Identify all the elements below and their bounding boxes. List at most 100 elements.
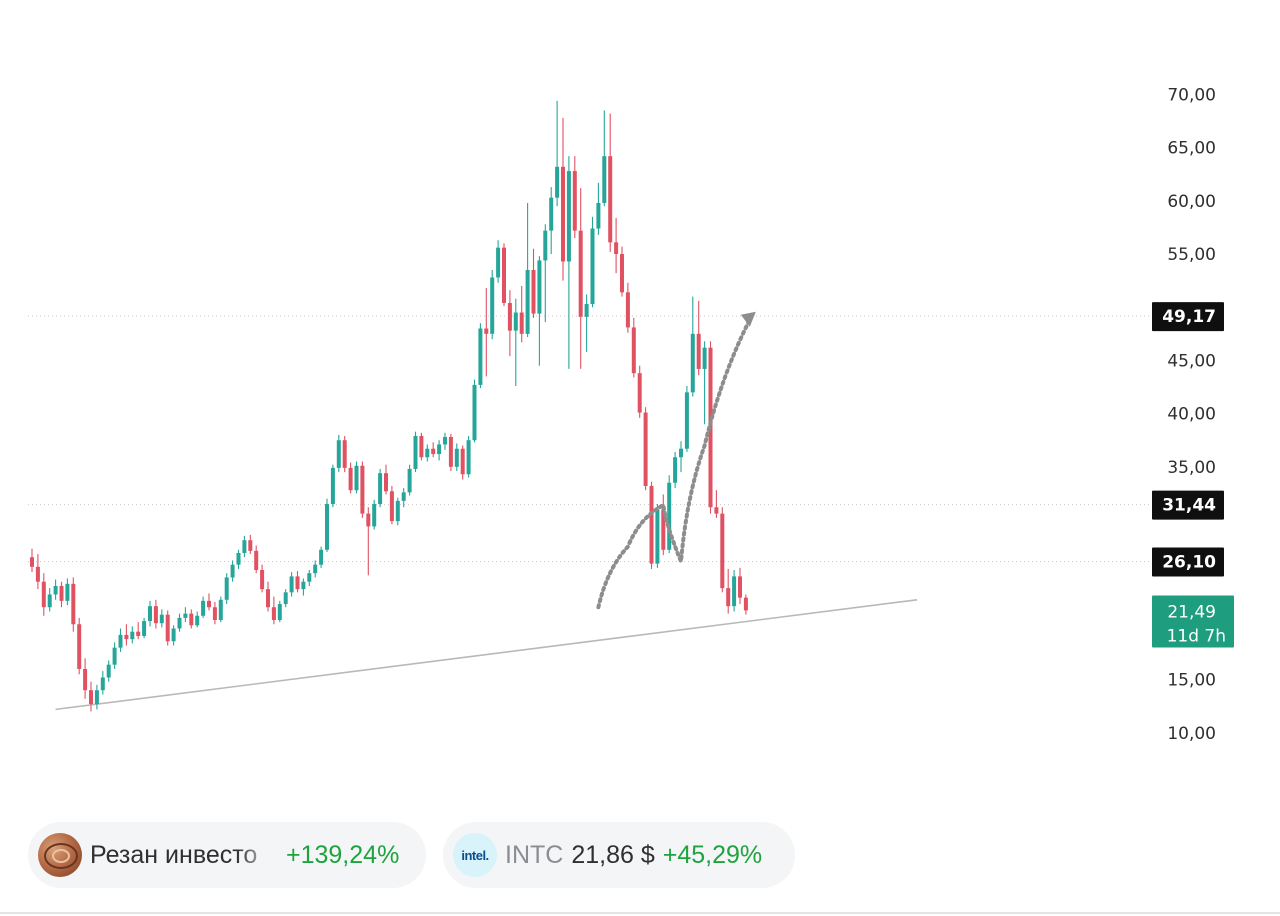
candle-body bbox=[537, 260, 542, 314]
candle-body bbox=[130, 631, 135, 640]
current-price-label: 21,49 bbox=[1167, 603, 1216, 623]
ticker-performance: +45,29% bbox=[662, 840, 763, 869]
candle-body bbox=[212, 607, 217, 620]
candle-body bbox=[384, 473, 388, 492]
candle-body bbox=[271, 607, 276, 620]
candle-body bbox=[502, 247, 506, 303]
support-trendline bbox=[55, 598, 918, 711]
candle-body bbox=[254, 550, 259, 570]
ticker-chip[interactable]: intel. INTC 21,86 $ +45,29% bbox=[443, 822, 795, 888]
candle-body bbox=[53, 585, 58, 595]
projection-path bbox=[596, 313, 754, 610]
y-tick-label: 40,00 bbox=[1167, 405, 1216, 425]
candle-body bbox=[201, 600, 206, 616]
candle-body bbox=[496, 247, 501, 278]
candle-body bbox=[295, 576, 300, 590]
candle-body bbox=[183, 613, 188, 618]
y-axis: 70,00 65,00 60,00 55,00 45,00 40,00 35,00 15,00… bbox=[1167, 85, 1216, 743]
candle-body bbox=[100, 677, 105, 691]
candle-body bbox=[218, 599, 223, 620]
candle-body bbox=[189, 613, 194, 626]
candle-body bbox=[283, 592, 288, 605]
candle-body bbox=[35, 566, 40, 582]
candle-body bbox=[77, 624, 82, 669]
candle-body bbox=[330, 467, 335, 505]
author-avatar bbox=[38, 833, 82, 877]
candle-body bbox=[378, 473, 383, 505]
candle-body bbox=[124, 634, 129, 640]
candle-body bbox=[743, 597, 748, 611]
author-performance: +139,24% bbox=[286, 840, 400, 869]
candle-body bbox=[738, 576, 742, 598]
candle-body bbox=[319, 549, 324, 565]
candle-body bbox=[419, 435, 424, 458]
candle-body bbox=[407, 468, 412, 493]
candle-body bbox=[59, 585, 64, 601]
candle-body bbox=[490, 277, 495, 334]
horizontal-levels bbox=[28, 315, 1150, 562]
projection-arrow bbox=[596, 311, 756, 610]
candle-body bbox=[478, 328, 483, 385]
candle-body bbox=[726, 588, 731, 607]
candle-body bbox=[584, 304, 589, 317]
candle-body bbox=[555, 166, 560, 198]
candle-body bbox=[649, 485, 654, 564]
candle-body bbox=[454, 448, 459, 467]
candle-body bbox=[142, 621, 147, 636]
y-tick-label: 35,00 bbox=[1167, 458, 1216, 478]
price-tag-1 bbox=[1152, 490, 1224, 520]
candle-body bbox=[195, 615, 200, 626]
candle-body bbox=[466, 440, 471, 475]
candle-body bbox=[437, 444, 442, 455]
price-chart[interactable]: 70,00 65,00 60,00 55,00 45,00 40,00 35,00 15,00… bbox=[0, 0, 1280, 810]
candle-body bbox=[714, 507, 719, 514]
author-chip[interactable]: Резан инвесто +139,24% bbox=[28, 822, 426, 888]
candle-body bbox=[207, 600, 211, 608]
projection-arrowhead bbox=[740, 311, 756, 327]
candle-body bbox=[519, 312, 524, 334]
candle-body bbox=[41, 581, 46, 608]
candle-body bbox=[47, 594, 52, 608]
candle-body bbox=[637, 373, 642, 413]
candle-body bbox=[260, 570, 265, 590]
candle-body bbox=[354, 465, 359, 491]
candle-body bbox=[484, 328, 489, 334]
candle-body bbox=[513, 312, 518, 331]
candle-body bbox=[679, 448, 683, 458]
candle-body bbox=[643, 412, 648, 486]
y-tick-label: 45,00 bbox=[1167, 351, 1216, 371]
candle-body bbox=[325, 504, 329, 550]
y-tick-label: 60,00 bbox=[1167, 192, 1216, 212]
candle-body bbox=[561, 166, 565, 262]
candle-body bbox=[602, 156, 607, 203]
candle-body bbox=[348, 467, 353, 491]
candle-body bbox=[106, 664, 111, 678]
candle-body bbox=[289, 576, 294, 593]
price-tag-label: 31,44 bbox=[1162, 496, 1216, 516]
candle-body bbox=[543, 230, 548, 261]
candle-body bbox=[336, 440, 341, 468]
y-tick-label: 55,00 bbox=[1167, 245, 1216, 265]
candle-body bbox=[661, 509, 666, 550]
candle-body bbox=[177, 617, 182, 629]
price-tag-0 bbox=[1152, 302, 1224, 332]
candle-body bbox=[266, 589, 270, 608]
y-tick-label: 10,00 bbox=[1167, 724, 1216, 744]
candle-body bbox=[153, 606, 158, 624]
candle-body bbox=[277, 604, 282, 620]
footer-chips: Резан инвесто +139,24% intel. INTC 21,86… bbox=[0, 822, 1280, 892]
candle-body bbox=[472, 384, 477, 441]
candle-body bbox=[614, 242, 619, 255]
candle-body bbox=[389, 491, 394, 522]
candle-body bbox=[342, 440, 347, 468]
candle-body bbox=[572, 171, 577, 231]
trendline-group bbox=[55, 598, 918, 711]
candle-body bbox=[448, 437, 453, 467]
candle-body bbox=[531, 270, 536, 314]
candle-body bbox=[684, 392, 689, 449]
candle-body bbox=[401, 492, 406, 501]
candle-body bbox=[360, 465, 365, 514]
candle-body bbox=[667, 482, 672, 550]
ticker-symbol: INTC bbox=[505, 840, 564, 869]
candle-body bbox=[631, 327, 636, 374]
